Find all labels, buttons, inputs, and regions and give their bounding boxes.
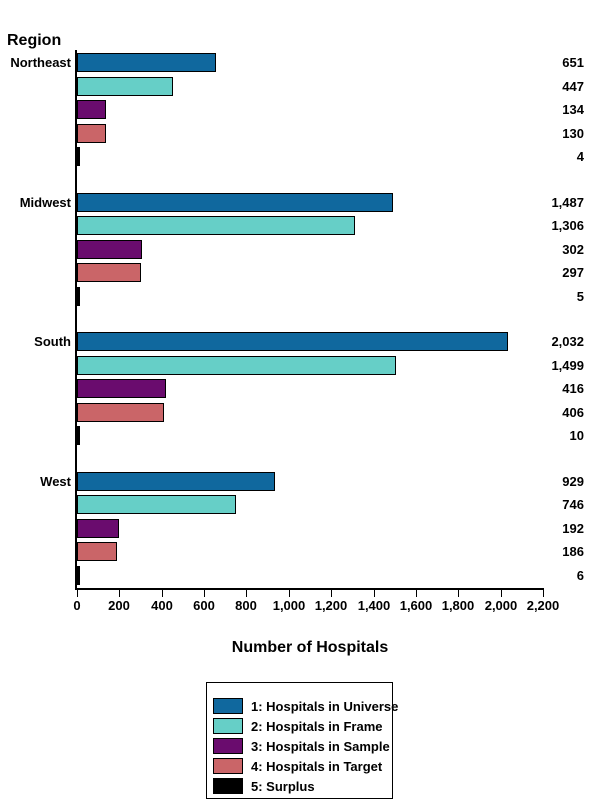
region-label: South: [34, 334, 71, 349]
x-axis-tick-label: 1,200: [314, 598, 348, 613]
x-axis-tick-label: 2,000: [484, 598, 518, 613]
bar: [77, 519, 119, 538]
x-axis-tick-label: 1,600: [399, 598, 433, 613]
legend-box: 1: Hospitals in Universe 2: Hospitals in …: [206, 682, 398, 799]
value-label: 5: [576, 289, 584, 304]
x-axis-title: Number of Hospitals: [231, 639, 389, 656]
x-axis-tick-label: 0: [73, 598, 81, 613]
x-axis-tick: [289, 590, 290, 597]
region-label: West: [40, 474, 71, 489]
value-label: 2,032: [551, 334, 584, 349]
bar: [77, 53, 216, 72]
bar: [77, 193, 393, 212]
bar: [77, 263, 141, 282]
x-axis-tick: [204, 590, 205, 597]
x-axis-tick-label: 600: [193, 598, 215, 613]
value-label: 6: [576, 568, 584, 583]
x-axis-tick: [331, 590, 332, 597]
value-label: 447: [562, 79, 584, 94]
legend-item: 2: Hospitals in Frame: [213, 716, 392, 736]
x-axis-tick: [119, 590, 120, 597]
legend-item: 5: Surplus: [213, 776, 392, 796]
bar: [77, 100, 106, 119]
bar: [77, 472, 275, 491]
x-axis-tick: [501, 590, 502, 597]
value-label: 1,499: [551, 358, 584, 373]
value-label: 4: [576, 149, 584, 164]
y-axis-title: Region: [7, 32, 62, 49]
bar: [77, 124, 106, 143]
legend-label: 3: Hospitals in Sample: [251, 738, 390, 754]
x-axis-tick: [416, 590, 417, 597]
legend-item: 4: Hospitals in Target: [213, 756, 392, 776]
legend-swatch: [213, 738, 243, 754]
value-label: 186: [562, 544, 584, 559]
x-axis-line: [75, 588, 544, 590]
bar: [77, 426, 80, 445]
x-axis-tick-label: 800: [235, 598, 257, 613]
legend-swatch: [213, 778, 243, 794]
value-label: 297: [562, 265, 584, 280]
y-axis-line: [75, 50, 77, 590]
value-label: 302: [562, 242, 584, 257]
x-axis-tick: [246, 590, 247, 597]
x-axis-tick-label: 1,400: [357, 598, 391, 613]
bar: [77, 356, 396, 375]
x-axis-tick-label: 200: [108, 598, 130, 613]
value-label: 134: [562, 102, 584, 117]
value-label: 651: [562, 55, 584, 70]
legend-label: 2: Hospitals in Frame: [251, 718, 383, 734]
x-axis-tick: [162, 590, 163, 597]
legend-label: 1: Hospitals in Universe: [251, 698, 399, 714]
legend-swatch: [213, 758, 243, 774]
x-axis-tick-label: 1,800: [441, 598, 475, 613]
legend-swatch: [213, 718, 243, 734]
legend-label: 5: Surplus: [251, 778, 315, 794]
bar: [77, 147, 80, 166]
region-label: Northeast: [10, 55, 71, 70]
bar: [77, 495, 236, 514]
x-axis-tick-label: 2,200: [526, 598, 560, 613]
x-axis-tick: [77, 590, 78, 597]
bar: [77, 379, 166, 398]
value-label: 416: [562, 381, 584, 396]
x-axis-tick: [458, 590, 459, 597]
value-label: 1,487: [551, 195, 584, 210]
value-label: 1,306: [551, 218, 584, 233]
value-label: 406: [562, 405, 584, 420]
value-label: 130: [562, 126, 584, 141]
bar: [77, 332, 508, 351]
bar: [77, 542, 117, 561]
legend-item: 3: Hospitals in Sample: [213, 736, 392, 756]
x-axis-tick-label: 1,000: [272, 598, 306, 613]
legend-swatch: [213, 698, 243, 714]
bar: [77, 216, 355, 235]
bar: [77, 287, 80, 306]
x-axis-tick: [543, 590, 544, 597]
bar: [77, 403, 164, 422]
value-label: 10: [569, 428, 584, 443]
bar: [77, 566, 80, 585]
value-label: 929: [562, 474, 584, 489]
legend-item: 1: Hospitals in Universe: [213, 696, 398, 716]
value-label: 746: [562, 497, 584, 512]
value-label: 192: [562, 521, 584, 536]
x-axis-tick: [374, 590, 375, 597]
bar: [77, 77, 173, 96]
region-label: Midwest: [19, 195, 71, 210]
legend-label: 4: Hospitals in Target: [251, 758, 383, 774]
x-axis-tick-label: 400: [151, 598, 173, 613]
bar: [77, 240, 142, 259]
